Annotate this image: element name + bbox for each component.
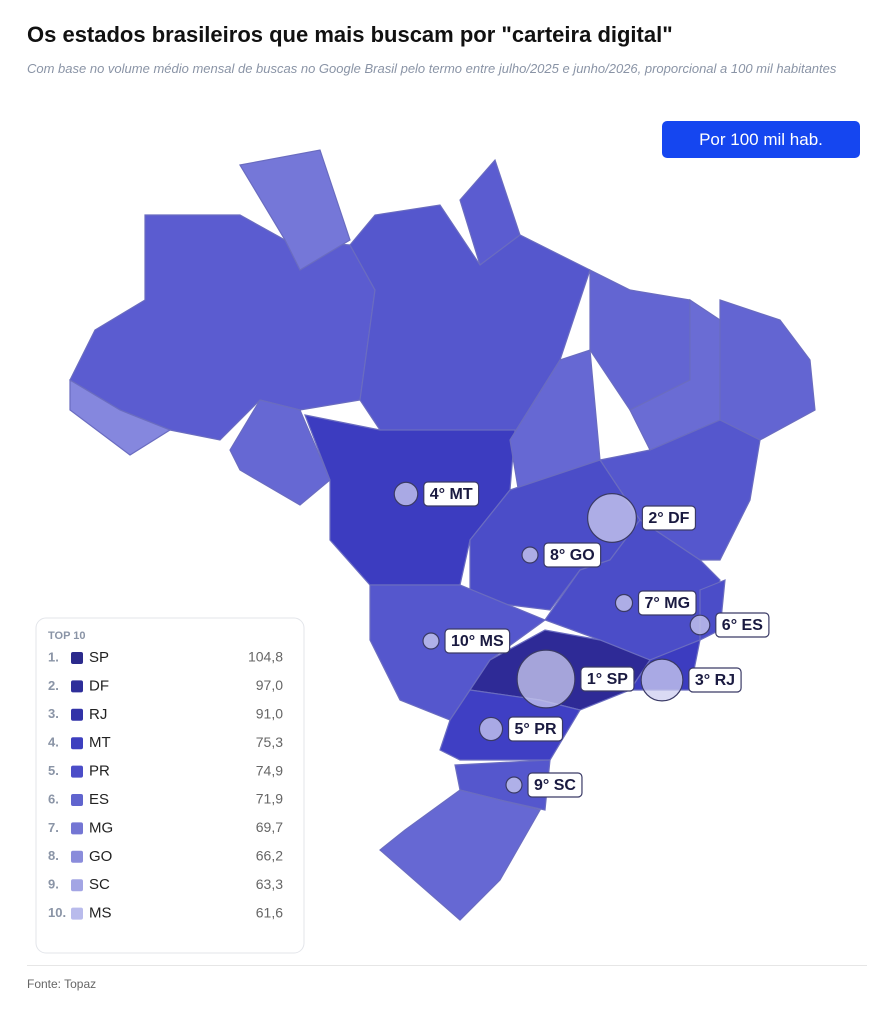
state <box>719 299 816 441</box>
state <box>454 759 551 811</box>
bubble <box>640 658 684 702</box>
badge-box <box>715 612 770 638</box>
divider <box>27 965 867 966</box>
badge-label: 3° RJ <box>695 672 735 689</box>
badge: 3° RJ <box>688 667 742 693</box>
badge-box <box>688 667 742 693</box>
rank: 3. <box>48 706 59 721</box>
state-code: GO <box>89 848 112 865</box>
badge-label: 10° MS <box>451 633 504 650</box>
bubble <box>614 593 634 613</box>
badge-label: 9° SC <box>534 777 576 794</box>
badge: 5° PR <box>507 716 564 742</box>
bubble <box>689 614 711 636</box>
bubble <box>505 776 523 794</box>
badge-label: 5° PR <box>515 721 557 738</box>
rank: 7. <box>48 820 59 835</box>
value-label: 69,7 <box>256 819 283 835</box>
state-code: SC <box>89 876 110 893</box>
subtitle: Com base no volume médio mensal de busca… <box>27 61 837 76</box>
legend-swatch <box>71 765 83 778</box>
value-label: 61,6 <box>256 904 283 920</box>
value-label: 71,9 <box>256 791 283 807</box>
state <box>69 378 172 456</box>
badge-box <box>527 772 583 798</box>
state-code: RJ <box>89 706 107 723</box>
badge: 6° ES <box>715 612 770 638</box>
bubbles: 1° SP 2° DF 3° RJ 4° MT 5° PR 6° ES 7° MG 8° GO… <box>393 481 770 798</box>
rank: 1. <box>48 649 59 664</box>
legend-swatch <box>71 652 83 664</box>
bubble <box>393 481 419 507</box>
badge-box <box>444 628 511 654</box>
value-label: 75,3 <box>256 734 283 750</box>
bubble <box>422 632 440 650</box>
state-code: PR <box>89 763 110 780</box>
legend: TOP 10 1. SP 104,8 2. DF 97,0 3. RJ 91,0 4. MT 75,3… <box>35 617 305 954</box>
legend-swatch <box>71 737 83 750</box>
rank: 6. <box>48 791 59 806</box>
state-code: ES <box>89 791 109 808</box>
map: 1° SP 2° DF 3° RJ 4° MT 5° PR 6° ES 7° MG 8° GO… <box>35 149 816 954</box>
badge-label: 8° GO <box>550 547 595 564</box>
badge-box <box>507 716 564 742</box>
rank: 8. <box>48 848 59 863</box>
badge: 1° SP <box>580 666 635 692</box>
badge-label: 7° MG <box>645 595 691 612</box>
legend-swatch <box>71 708 83 721</box>
state-code: DF <box>89 677 109 694</box>
legend-swatch <box>71 850 83 863</box>
badge: 10° MS <box>444 628 511 654</box>
value-label: 97,0 <box>256 677 283 693</box>
badge: 9° SC <box>527 772 583 798</box>
bubble <box>521 546 539 564</box>
badge-label: 4° MT <box>430 486 473 503</box>
rank: 2. <box>48 678 59 693</box>
badge: 4° MT <box>423 481 480 507</box>
value-label: 74,9 <box>256 762 283 778</box>
value-label: 104,8 <box>248 649 283 665</box>
badge-box <box>641 505 697 531</box>
legend-swatch <box>71 822 83 835</box>
badge-label: 1° SP <box>587 671 628 688</box>
state-code: SP <box>89 649 109 666</box>
legend-swatch <box>71 794 83 806</box>
badge-box <box>423 481 480 507</box>
state-code: MS <box>89 905 112 922</box>
value-label: 91,0 <box>256 706 283 722</box>
legend-title: TOP 10 <box>48 630 86 642</box>
badge: 7° MG <box>637 590 697 616</box>
state-code: MG <box>89 819 113 836</box>
rank: 4. <box>48 735 59 750</box>
rank: 9. <box>48 877 59 892</box>
rank: 10. <box>48 905 66 920</box>
states <box>69 149 816 921</box>
bubble <box>587 493 637 543</box>
state <box>239 149 351 271</box>
badge-box <box>580 666 635 692</box>
rank: 5. <box>48 763 59 778</box>
badge: 2° DF <box>641 505 697 531</box>
legend-box <box>35 617 305 954</box>
value-label: 63,3 <box>256 876 283 892</box>
badge: 8° GO <box>543 542 602 568</box>
title: Os estados brasileiros que mais buscam p… <box>27 22 673 47</box>
state <box>379 789 541 921</box>
state-code: MT <box>89 734 111 751</box>
source: Fonte: Topaz <box>27 977 97 991</box>
bubble <box>516 649 576 709</box>
legend-swatch <box>71 879 83 892</box>
badge-box <box>543 542 602 568</box>
badge-box <box>637 590 697 616</box>
metric-button[interactable]: Por 100 mil hab. <box>662 121 860 158</box>
badge-label: 6° ES <box>722 617 763 634</box>
value-label: 66,2 <box>256 848 283 864</box>
badge-label: 2° DF <box>648 510 689 527</box>
legend-swatch <box>71 680 83 693</box>
bubble <box>478 716 504 742</box>
legend-swatch <box>71 907 83 920</box>
